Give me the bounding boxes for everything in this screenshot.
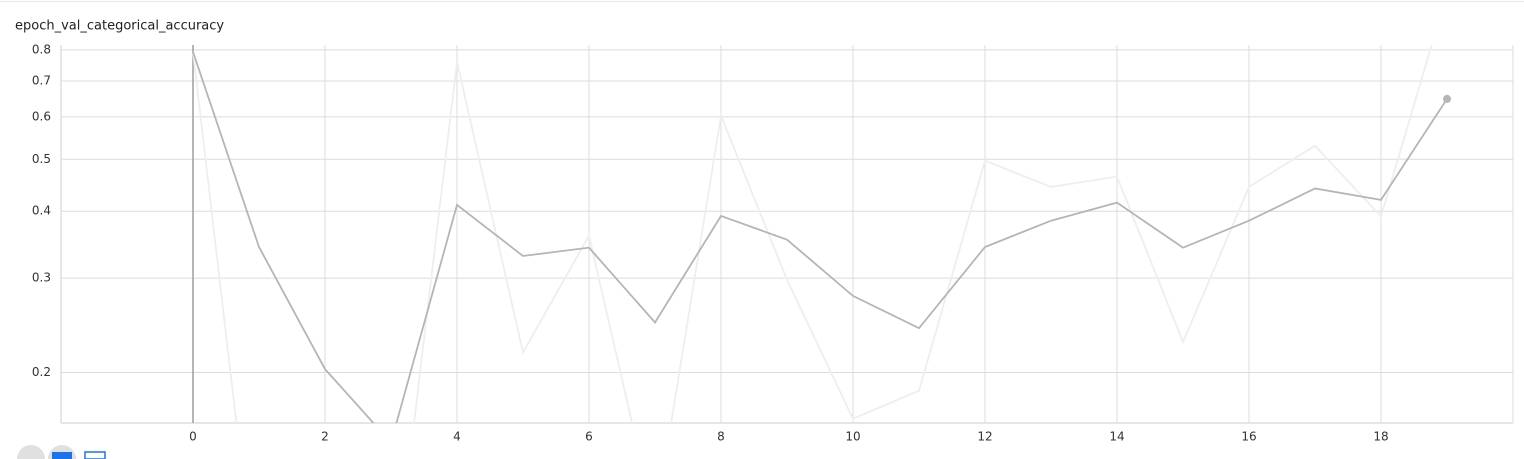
x-tick-label: 4 <box>453 430 461 444</box>
fit-button[interactable] <box>84 451 106 459</box>
x-tick-label: 0 <box>189 430 197 444</box>
y-tick-label: 0.8 <box>32 42 51 56</box>
x-tick-label: 10 <box>845 430 860 444</box>
x-tick-label: 12 <box>977 430 992 444</box>
toggle-icon <box>52 452 72 459</box>
y-tick-label: 0.3 <box>32 271 51 285</box>
y-tick-label: 0.4 <box>32 204 51 218</box>
fullscreen-button[interactable] <box>17 445 45 459</box>
plot-area <box>192 45 1451 423</box>
series-line <box>192 51 1448 423</box>
chart-title: epoch_val_categorical_accuracy <box>15 19 224 34</box>
series-line <box>192 45 1433 423</box>
x-tick-label: 8 <box>717 430 725 444</box>
x-tick-label: 14 <box>1109 430 1124 444</box>
x-tick-label: 2 <box>321 430 329 444</box>
last-point <box>1443 94 1451 103</box>
y-tick-label: 0.7 <box>32 73 51 87</box>
x-tick-label: 18 <box>1373 430 1388 444</box>
toolbar <box>17 445 106 459</box>
y-tick-label: 0.5 <box>32 152 51 166</box>
x-tick-label: 6 <box>585 430 593 444</box>
x-tick-label: 16 <box>1241 430 1256 444</box>
y-tick-label: 0.2 <box>32 365 51 379</box>
y-tick-label: 0.6 <box>32 109 51 123</box>
